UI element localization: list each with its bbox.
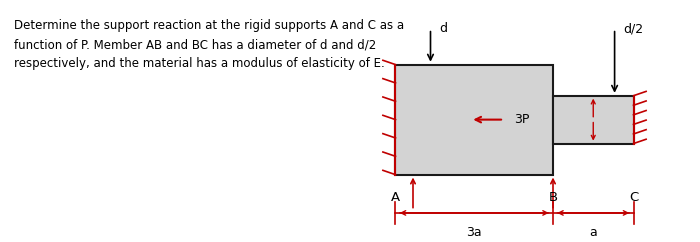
- Text: A: A: [391, 191, 400, 204]
- Bar: [553, 96, 634, 144]
- Text: d: d: [439, 22, 447, 35]
- Text: 3a: 3a: [466, 226, 482, 239]
- Text: B: B: [548, 191, 558, 204]
- Text: a: a: [589, 226, 597, 239]
- Text: 3P: 3P: [514, 113, 530, 126]
- Text: Determine the support reaction at the rigid supports A and C as a
function of P.: Determine the support reaction at the ri…: [14, 19, 404, 70]
- Text: C: C: [629, 191, 638, 204]
- Bar: [395, 65, 553, 175]
- Text: d/2: d/2: [623, 22, 643, 35]
